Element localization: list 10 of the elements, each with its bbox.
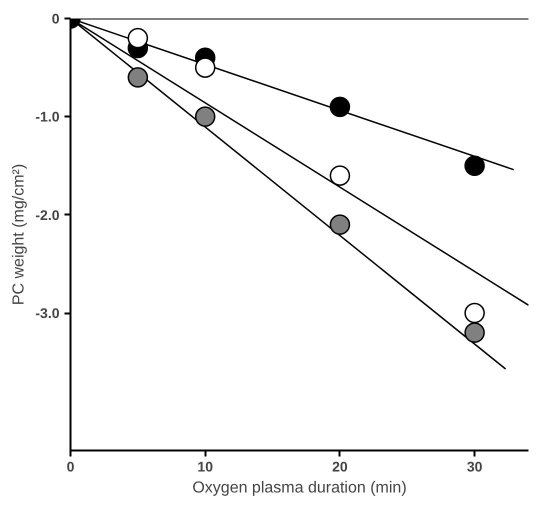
- y-tick-label: 0: [52, 10, 60, 26]
- y-axis-title: PC weight (mg/cm²): [10, 164, 28, 306]
- y-tick-label: -2.0: [35, 206, 60, 223]
- y-tick-label: -1.0: [35, 108, 60, 125]
- y-tick-label: -3.0: [35, 305, 60, 322]
- x-tick-label: 0: [66, 458, 75, 474]
- x-axis-title: Oxygen plasma duration (min): [192, 480, 407, 496]
- x-tick-label: 20: [332, 458, 348, 474]
- x-tick-label: 10: [197, 458, 214, 474]
- x-tick-label: 30: [466, 458, 483, 474]
